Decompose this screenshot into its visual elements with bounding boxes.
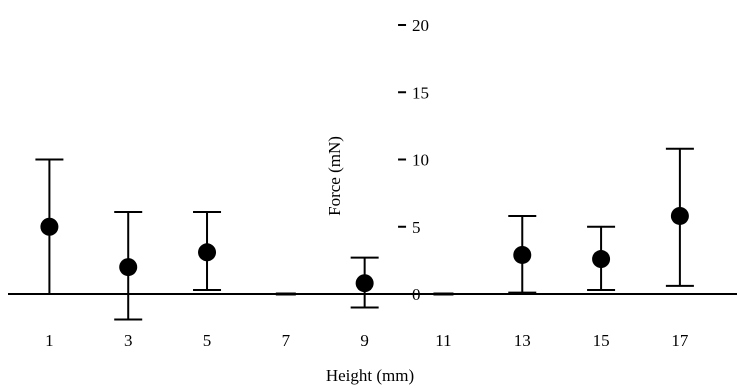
y-tick-labels: 0 5 10 15 20 bbox=[412, 16, 429, 304]
x-tick-label-1: 1 bbox=[45, 331, 54, 350]
y-axis-title: Force (mN) bbox=[325, 136, 344, 216]
data-point-x3 bbox=[119, 258, 138, 277]
data-point-x15 bbox=[592, 250, 611, 269]
x-axis-title: Height (mm) bbox=[326, 366, 414, 385]
data-point-x5 bbox=[198, 243, 217, 262]
y-tick-label-5: 5 bbox=[412, 218, 421, 237]
x-tick-label-3: 3 bbox=[124, 331, 133, 350]
y-tick-label-10: 10 bbox=[412, 151, 429, 170]
y-tick-label-15: 15 bbox=[412, 83, 429, 102]
data-point-x1 bbox=[40, 217, 59, 236]
y-tick-label-0: 0 bbox=[412, 285, 421, 304]
data-point-x9 bbox=[355, 274, 374, 293]
x-tick-label-17: 17 bbox=[671, 331, 689, 350]
axes bbox=[8, 24, 737, 295]
x-tick-label-11: 11 bbox=[435, 331, 451, 350]
x-tick-label-13: 13 bbox=[514, 331, 531, 350]
x-tick-label-9: 9 bbox=[360, 331, 369, 350]
x-tick-label-5: 5 bbox=[203, 331, 212, 350]
data-points bbox=[40, 206, 689, 296]
data-point-x13 bbox=[513, 245, 532, 264]
x-tick-labels: 1 3 5 7 9 11 13 15 17 bbox=[45, 331, 689, 350]
x-tick-label-7: 7 bbox=[282, 331, 291, 350]
x-tick-label-15: 15 bbox=[593, 331, 610, 350]
data-point-x17 bbox=[670, 206, 689, 225]
y-tick-label-20: 20 bbox=[412, 16, 429, 35]
